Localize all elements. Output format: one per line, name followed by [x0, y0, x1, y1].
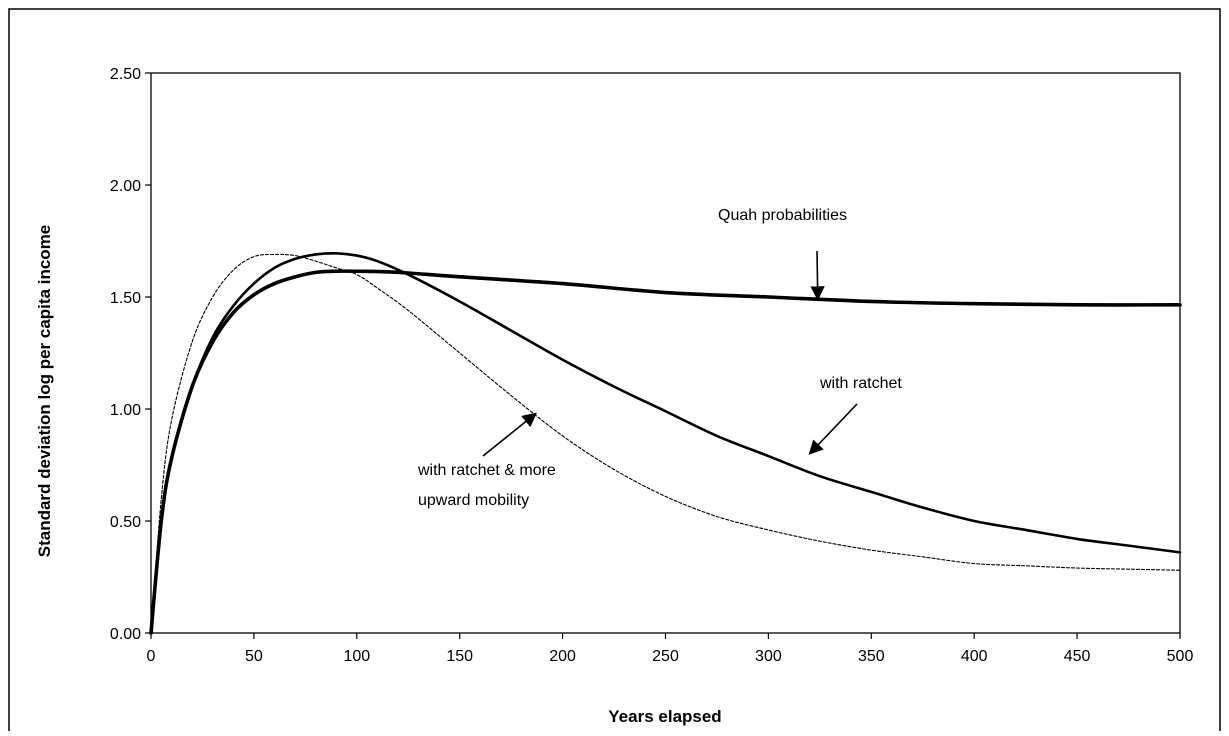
series-layer: [149, 251, 1182, 635]
annotation-1: Quah probabilities: [718, 207, 847, 301]
x-tick-label: 500: [1167, 648, 1194, 665]
y-tick-label: 1.00: [110, 402, 141, 419]
y-axis-title: Standard deviation log per capita income: [35, 225, 54, 558]
outer-border: [8, 8, 1221, 736]
annotation-3: with ratchet & more upward mobility: [417, 412, 556, 509]
x-tick-label: 450: [1064, 648, 1091, 665]
y-tick-label: 0.00: [110, 626, 141, 643]
y-tick-label: 2.50: [110, 66, 141, 83]
x-tick-label: 0: [147, 648, 156, 665]
x-tick-label: 200: [549, 648, 576, 665]
series-line-2: [149, 251, 1182, 635]
annotation-arrow: [808, 403, 858, 455]
annotations: Quah probabilities with ratchet with ratch…: [417, 207, 902, 509]
series-line-3: [150, 253, 1181, 634]
annotation-text: with ratchet: [819, 375, 902, 392]
x-tick-label: 250: [652, 648, 679, 665]
y-tick-label: 0.50: [110, 514, 141, 531]
x-tick-label: 50: [245, 648, 263, 665]
annotation-2: with ratchet: [808, 375, 902, 455]
x-tick-label: 350: [858, 648, 885, 665]
annotation-arrow: [810, 250, 825, 301]
annotation-text: Quah probabilities: [718, 207, 847, 224]
annotation-arrow: [482, 412, 537, 457]
x-tick-label: 300: [755, 648, 782, 665]
annotation-text: with ratchet & more: [417, 462, 556, 479]
x-tick-label: 150: [446, 648, 473, 665]
axes: 0.00 0.50 1.00 1.50 2.00 2.50 0 50 100 150 200 250 3…: [110, 66, 1194, 665]
plot-area: [150, 72, 1181, 634]
x-axis-title: Years elapsed: [608, 707, 721, 726]
y-tick-label: 2.00: [110, 178, 141, 195]
series-line-1: [149, 269, 1182, 635]
x-tick-label: 100: [343, 648, 370, 665]
x-tick-label: 400: [961, 648, 988, 665]
y-tick-label: 1.50: [110, 290, 141, 307]
annotation-text: upward mobility: [418, 492, 529, 509]
